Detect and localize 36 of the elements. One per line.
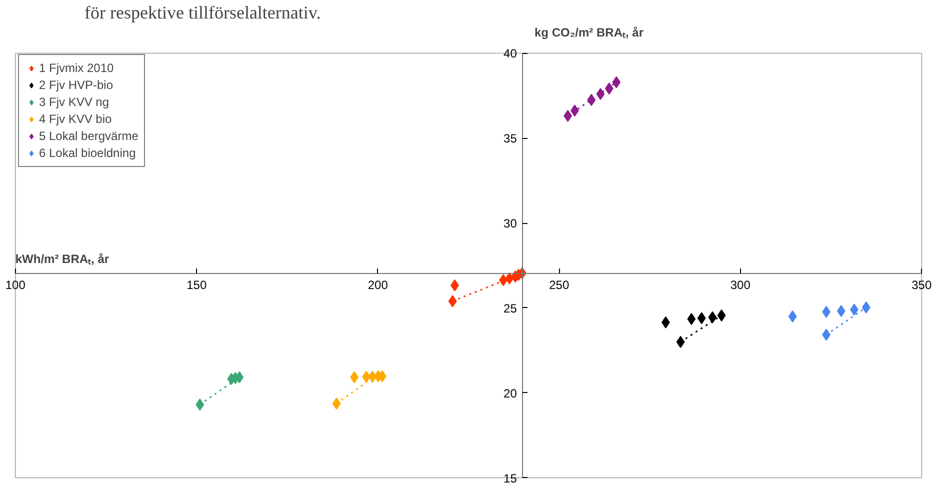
point <box>196 398 204 411</box>
y-tick-label: 15 <box>504 471 518 486</box>
point <box>596 88 605 100</box>
point <box>332 398 341 410</box>
y-tick-label: 25 <box>504 301 518 316</box>
point <box>788 310 797 322</box>
x-tick-label: 150 <box>186 278 207 292</box>
point <box>836 305 846 318</box>
y-tick-label: 30 <box>504 216 518 231</box>
legend-label: 3 Fjv KVV ng <box>39 95 110 109</box>
x-tick-label: 350 <box>912 278 932 292</box>
y-tick-label: 40 <box>504 46 518 61</box>
y-tick-label: 35 <box>504 132 518 146</box>
legend-label: 2 Fjv HVP-bio <box>39 78 114 92</box>
point <box>697 312 706 324</box>
legend-label: 1 Fjvmix 2010 <box>39 61 114 75</box>
legend-label: 4 Fjv KVV bio <box>39 112 112 126</box>
legend-label: 5 Lokal bergvärme <box>39 129 138 143</box>
point <box>676 336 685 348</box>
point <box>717 309 726 322</box>
point <box>708 311 717 324</box>
x-tick-label: 250 <box>549 278 570 292</box>
point <box>612 76 621 88</box>
point <box>448 295 457 308</box>
y-tick-label: 20 <box>504 386 518 400</box>
chart-title: för respektive tillförselalternativ. <box>84 2 321 22</box>
point <box>687 312 696 325</box>
point <box>587 94 596 106</box>
point <box>604 82 614 95</box>
y-axis-title: kg CO₂/m² BRAₜ, år <box>534 26 644 40</box>
x-tick-label: 200 <box>368 278 388 292</box>
point <box>862 301 870 314</box>
x-axis-title: kWh/m² BRAₜ, år <box>15 252 110 266</box>
legend-label: 6 Lokal bioeldning <box>39 146 136 160</box>
x-tick-label: 100 <box>5 278 26 292</box>
x-tick-label: 300 <box>730 278 751 292</box>
